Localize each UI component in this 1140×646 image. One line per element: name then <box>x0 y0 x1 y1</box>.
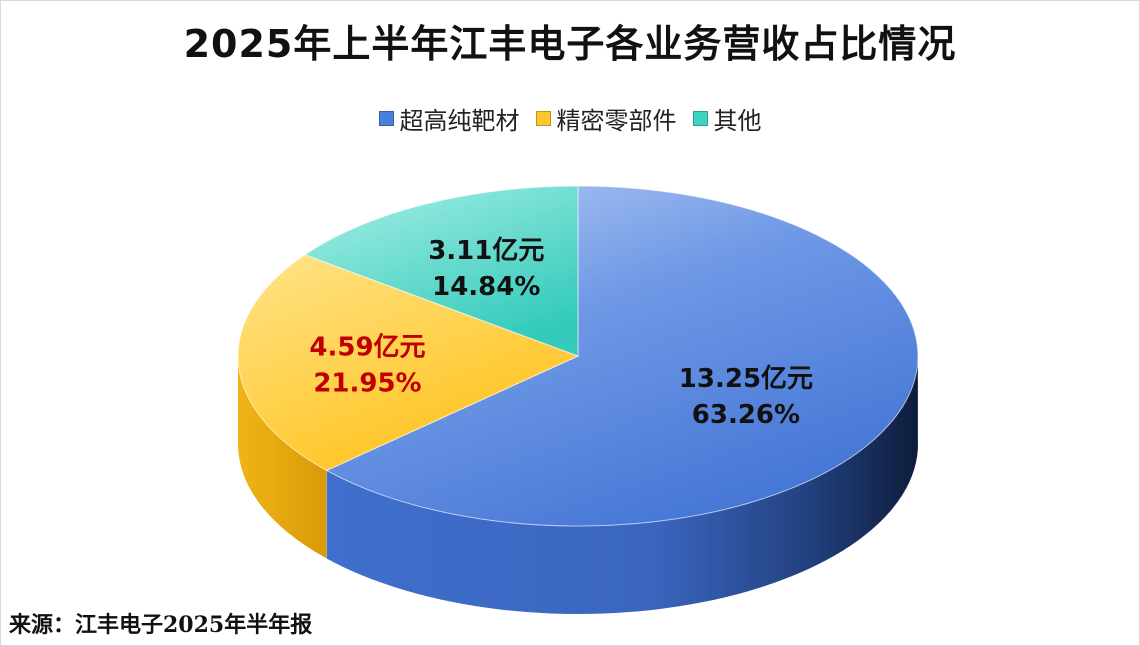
source-note: 来源：江丰电子2025年半年报 <box>9 612 313 638</box>
pie-side-precision-parts <box>238 356 327 559</box>
legend-label-other: 其他 <box>713 107 762 135</box>
pie-slice-targets <box>325 185 919 527</box>
legend-item-other: 其他 <box>692 101 762 136</box>
pie-side-walls <box>238 356 919 615</box>
legend-label-targets: 超高纯靶材 <box>399 107 520 135</box>
legend-swatch-targets <box>378 111 394 126</box>
data-label-value-targets: 13.25亿元 <box>679 364 813 394</box>
data-label-percent-other: 14.84% <box>432 272 540 302</box>
pie-slice-other <box>303 185 579 357</box>
data-label-value-precision-parts: 4.59亿元 <box>309 332 425 362</box>
chart-title: 2025年上半年江丰电子各业务营收占比情况 <box>183 22 957 66</box>
data-label-value-other: 3.11亿元 <box>428 236 544 266</box>
legend: 超高纯靶材 精密零部件 其他 <box>1 101 1139 136</box>
legend-item-precision-parts: 精密零部件 <box>535 101 677 136</box>
data-label-percent-targets: 63.26% <box>692 400 800 430</box>
pie-top-slices <box>237 185 919 527</box>
legend-swatch-precision-parts <box>535 111 551 126</box>
data-label-percent-precision-parts: 21.95% <box>313 368 421 398</box>
legend-label-precision-parts: 精密零部件 <box>556 107 677 135</box>
pie-data-labels: 13.25亿元 63.26% 4.59亿元 21.95% 3.11亿元 14.84% <box>309 236 813 430</box>
legend-swatch-other <box>692 111 708 126</box>
legend-item-targets: 超高纯靶材 <box>378 101 520 136</box>
pie-side-targets <box>326 356 919 615</box>
pie-slice-precision-parts <box>237 254 580 472</box>
